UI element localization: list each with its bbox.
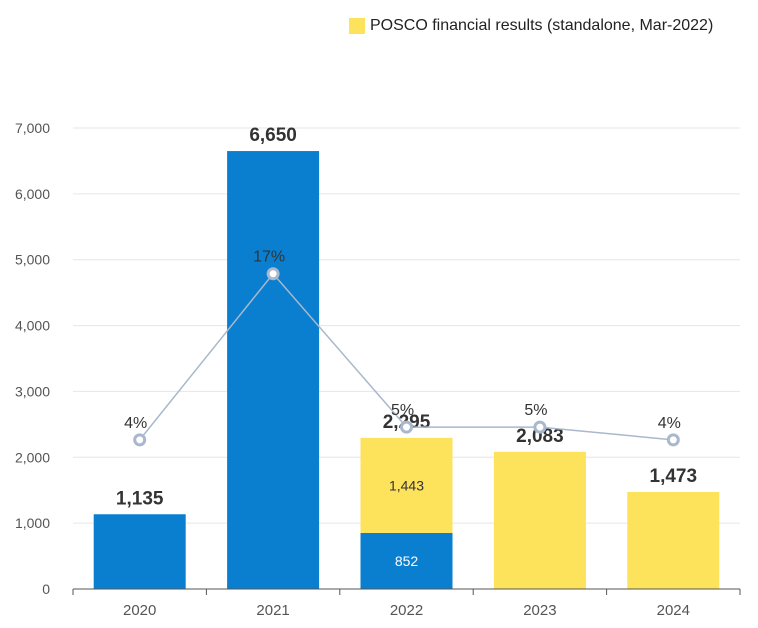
bar-2022-series1 [360, 437, 453, 533]
x-tick-label: 2021 [256, 602, 289, 619]
y-tick-label: 3,000 [15, 383, 50, 399]
x-tick-label: 2022 [390, 602, 423, 619]
ratio-point [133, 433, 147, 447]
bar-2020-series0 [93, 514, 186, 589]
ratio-label: 5% [391, 402, 414, 419]
x-axis [72, 588, 741, 595]
legend: POSCO financial results (standalone, Mar… [349, 16, 713, 36]
y-tick-label: 1,000 [15, 515, 50, 531]
segment-label: 1,443 [389, 477, 424, 493]
total-label: 1,473 [650, 466, 698, 487]
y-axis-ticks: 0 1,000 2,000 3,000 4,000 5,000 6,000 7,000 [15, 120, 50, 597]
y-tick-label: 2,000 [15, 449, 50, 465]
bar-2024-series1 [627, 491, 720, 589]
total-label: 2,083 [516, 426, 564, 447]
bar-2023-series1 [493, 451, 586, 589]
y-tick-label: 7,000 [15, 120, 50, 136]
bar-2022-series0 [360, 532, 453, 589]
ratio-label: 17% [253, 249, 285, 266]
x-tick-label: 2020 [123, 602, 156, 619]
ratio-label: 5% [524, 402, 547, 419]
ratio-point [533, 420, 547, 434]
y-tick-label: 6,000 [15, 186, 50, 202]
ratio-label: 4% [124, 415, 147, 432]
y-tick-label: 0 [42, 581, 50, 597]
total-label: 1,135 [116, 488, 164, 509]
ratio-point [400, 420, 413, 434]
legend-label: POSCO financial results (standalone, Mar… [370, 17, 714, 34]
ratio-label: 4% [658, 415, 681, 432]
x-axis-ticks: 2020 2021 2022 2023 2024 [123, 602, 690, 619]
legend-swatch-yellow [349, 18, 365, 34]
ratio-point [266, 267, 280, 281]
segment-label: 852 [395, 553, 419, 569]
x-tick-label: 2023 [523, 602, 556, 619]
bar-2021-series0 [227, 151, 320, 590]
bars [93, 151, 720, 590]
x-tick-label: 2024 [657, 602, 690, 619]
ratio-point [666, 433, 680, 447]
y-tick-label: 5,000 [15, 252, 50, 268]
ratio-line: 4% 17% 5% 5% 4% [124, 249, 681, 447]
y-tick-label: 4,000 [15, 318, 50, 334]
grid-lines [73, 127, 740, 524]
total-label: 6,650 [249, 125, 297, 146]
